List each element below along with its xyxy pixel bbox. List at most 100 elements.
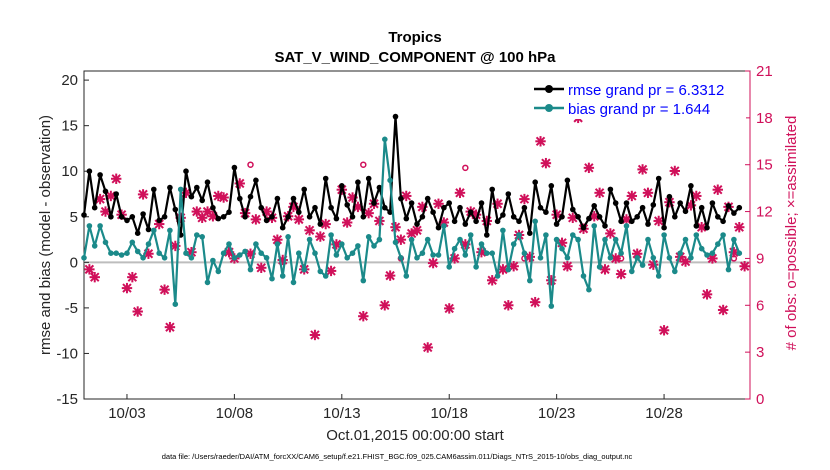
bias-data-point (736, 250, 743, 256)
bias-data-point (344, 254, 351, 261)
obs-assimilated-marker (341, 217, 353, 228)
rmse-data-point (462, 221, 469, 227)
rmse-data-point (237, 195, 243, 202)
bias-data-point (715, 241, 721, 247)
y-right-tick-label: 9 (756, 250, 764, 267)
bias-data-point (553, 236, 560, 243)
rmse-data-point (108, 214, 114, 220)
bias-data-point (484, 250, 490, 256)
legend-bias-marker (545, 104, 553, 112)
bias-data-point (156, 250, 162, 256)
bias-data-point (301, 266, 308, 273)
data-file-footnote: data file: /Users/raeder/DAI/ATM_forcXX/… (162, 452, 633, 461)
legend-box (530, 77, 746, 119)
obs-possible-marker (247, 161, 254, 168)
bias-data-point (441, 223, 447, 229)
obs-assimilated-marker (626, 190, 638, 202)
y-right-tick-label: 0 (756, 391, 764, 408)
bias-data-point (709, 250, 716, 256)
y-tick-label: -5 (65, 300, 78, 317)
rmse-data-point (339, 183, 345, 189)
bias-data-point (188, 254, 195, 261)
bias-data-point (247, 266, 254, 273)
bias-data-point (575, 236, 581, 243)
obs-assimilated-marker (358, 311, 369, 322)
bias-data-point (489, 250, 496, 256)
y-right-tick-label: 12 (756, 204, 773, 221)
bias-data-point (419, 250, 426, 256)
bias-data-point (446, 264, 453, 270)
obs-assimilated-marker (529, 296, 541, 308)
obs-assimilated-marker (519, 193, 530, 205)
rmse-data-point (263, 217, 270, 224)
rmse-data-point (650, 202, 657, 208)
rmse-data-point (553, 221, 560, 227)
bias-data-point (263, 254, 270, 261)
bias-data-point (467, 232, 474, 238)
rmse-data-point (489, 186, 496, 193)
bias-data-point (580, 273, 587, 279)
rmse-data-point (688, 183, 694, 189)
rmse-data-point (629, 218, 635, 225)
legend-bias-label: bias grand pr = 1.644 (568, 101, 710, 118)
rmse-data-point (134, 230, 141, 236)
x-tick-label: 10/13 (323, 405, 361, 422)
obs-assimilated-marker (132, 306, 143, 317)
bias-data-point (392, 239, 399, 246)
obs-assimilated-marker (653, 215, 664, 227)
bias-data-point (86, 223, 93, 229)
rmse-data-point (199, 197, 205, 204)
rmse-data-point (253, 177, 259, 184)
bias-data-point (317, 268, 324, 275)
rmse-data-point (639, 204, 646, 211)
obs-assimilated-marker (562, 261, 573, 272)
legend-rmse-label: rmse grand pr = 6.3312 (568, 82, 724, 99)
bias-data-point (231, 254, 238, 261)
bias-data-point (237, 252, 243, 258)
rmse-data-point (183, 168, 189, 174)
bias-data-point (688, 254, 694, 261)
obs-assimilated-marker (395, 234, 407, 245)
bias-data-point (269, 275, 275, 282)
bias-data-point (306, 236, 313, 243)
rmse-data-point (301, 186, 308, 193)
rmse-data-point (97, 172, 103, 178)
rmse-data-point (113, 191, 119, 197)
rmse-data-point (655, 175, 662, 182)
bias-data-point (693, 232, 700, 238)
x-axis: 10/03 10/08 10/13 10/18 10/23 10/28 (108, 394, 683, 422)
obs-assimilated-marker (680, 256, 691, 267)
obs-assimilated-marker (256, 262, 267, 273)
rmse-data-point (435, 224, 442, 231)
rmse-data-point (612, 200, 619, 206)
bias-data-point (285, 234, 291, 240)
bias-data-point (494, 273, 501, 279)
bias-data-point (478, 241, 485, 247)
y-axis-label-right: # of obs: o=possible; ×=assimilated (783, 116, 800, 351)
obs-assimilated-marker (433, 198, 444, 209)
y-tick-label: 15 (61, 118, 78, 135)
rmse-data-point (124, 217, 130, 224)
obs-assimilated-marker (503, 300, 514, 311)
legend: rmse grand pr = 6.3312 bias grand pr = 1… (530, 77, 746, 119)
rmse-data-point (446, 200, 453, 206)
rmse-data-point (194, 184, 200, 191)
bias-data-point (134, 248, 141, 255)
y-tick-label: -15 (56, 391, 78, 408)
rmse-data-point (231, 164, 238, 171)
obs-assimilated-marker (658, 325, 670, 336)
y-tick-label: 0 (70, 254, 78, 271)
obs-possible-marker (360, 161, 367, 168)
bias-data-point (682, 236, 689, 243)
rmse-data-point (167, 184, 173, 191)
bias-data-point (339, 241, 345, 247)
bias-data-point (145, 241, 152, 247)
rmse-data-point (306, 214, 313, 220)
rmse-data-point (242, 214, 248, 220)
rmse-data-point (376, 184, 383, 191)
rmse-data-point (693, 223, 700, 229)
rmse-data-point (559, 214, 565, 220)
bias-data-point (97, 223, 103, 229)
obs-assimilated-marker (669, 165, 681, 177)
